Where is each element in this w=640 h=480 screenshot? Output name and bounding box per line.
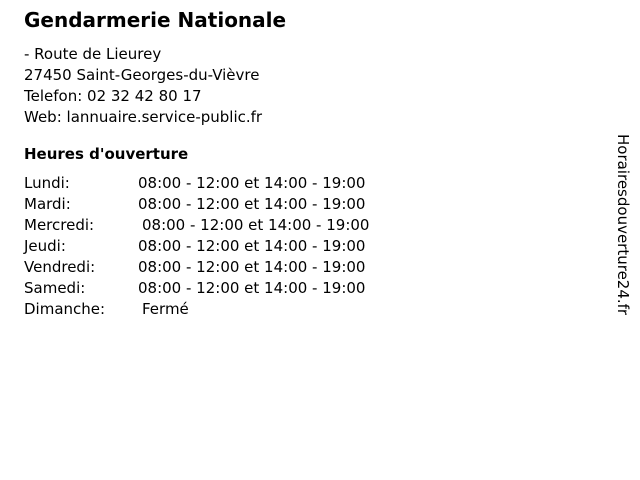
table-row: Lundi: 08:00 - 12:00 et 14:00 - 19:00 <box>24 173 369 194</box>
table-row: Mercredi: 08:00 - 12:00 et 14:00 - 19:00 <box>24 215 369 236</box>
day-label: Lundi: <box>24 174 70 192</box>
day-hours: 08:00 - 12:00 et 14:00 - 19:00 <box>138 258 366 276</box>
day-label: Samedi: <box>24 279 86 297</box>
day-label: Dimanche: <box>24 300 106 318</box>
address-block: - Route de Lieurey 27450 Saint-Georges-d… <box>24 44 262 128</box>
day-hours: 08:00 - 12:00 et 14:00 - 19:00 <box>138 174 366 192</box>
address-street-line: - Route de Lieurey <box>24 45 162 63</box>
day-label: Jeudi: <box>24 237 66 255</box>
website-line: Web: lannuaire.service-public.fr <box>24 108 263 126</box>
opening-hours-heading: Heures d'ouverture <box>24 145 189 163</box>
address-city-line: 27450 Saint-Georges-du-Vièvre <box>24 66 260 84</box>
day-label: Mercredi: <box>24 216 95 234</box>
day-hours: 08:00 - 12:00 et 14:00 - 19:00 <box>138 279 366 297</box>
site-name-watermark: Horairesdouverture24.fr <box>614 134 632 316</box>
day-label: Vendredi: <box>24 258 96 276</box>
table-row: Vendredi: 08:00 - 12:00 et 14:00 - 19:00 <box>24 257 369 278</box>
table-row: Jeudi: 08:00 - 12:00 et 14:00 - 19:00 <box>24 236 369 257</box>
opening-hours-table: Lundi: 08:00 - 12:00 et 14:00 - 19:00 Ma… <box>24 173 369 320</box>
page-title: Gendarmerie Nationale <box>24 8 287 32</box>
phone-line: Telefon: 02 32 42 80 17 <box>24 87 202 105</box>
day-hours: 08:00 - 12:00 et 14:00 - 19:00 <box>142 216 370 234</box>
table-row: Dimanche: Fermé <box>24 299 369 320</box>
day-hours: 08:00 - 12:00 et 14:00 - 19:00 <box>138 237 366 255</box>
table-row: Samedi: 08:00 - 12:00 et 14:00 - 19:00 <box>24 278 369 299</box>
day-hours: 08:00 - 12:00 et 14:00 - 19:00 <box>138 195 366 213</box>
table-row: Mardi: 08:00 - 12:00 et 14:00 - 19:00 <box>24 194 369 215</box>
day-hours: Fermé <box>142 300 189 318</box>
day-label: Mardi: <box>24 195 71 213</box>
